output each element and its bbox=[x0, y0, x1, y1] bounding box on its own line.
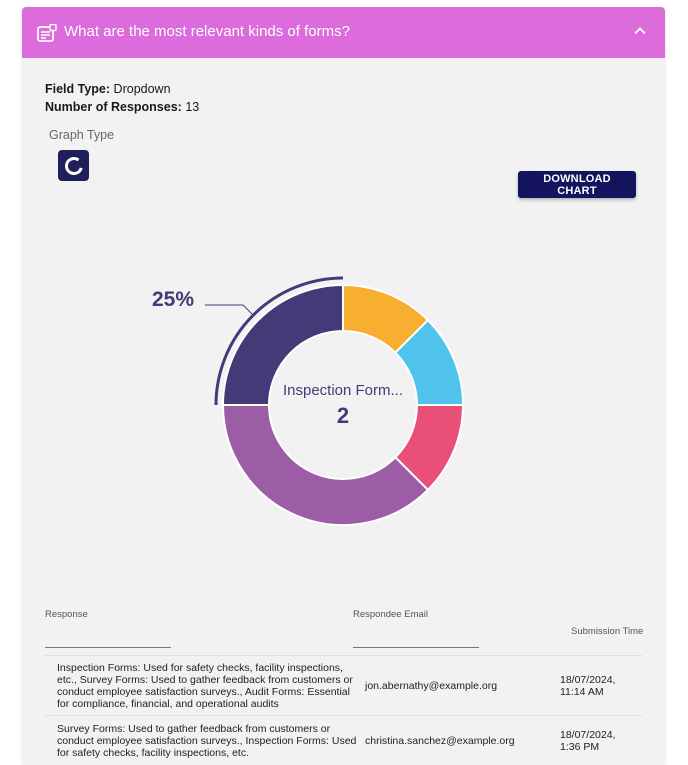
response-count: Number of Responses: 13 bbox=[45, 100, 199, 114]
email-filter-underline[interactable] bbox=[353, 647, 479, 648]
response-line: etc., Survey Forms: Used to gather feedb… bbox=[57, 674, 353, 686]
email-cell: christina.sanchez@example.org bbox=[365, 735, 515, 747]
chevron-up-icon[interactable] bbox=[633, 24, 647, 38]
row-divider bbox=[44, 715, 642, 716]
response-line: conduct employee satisfaction surveys., … bbox=[57, 735, 357, 747]
response-line: Inspection Forms: Used for safety checks… bbox=[57, 662, 343, 674]
question-card: What are the most relevant kinds of form… bbox=[22, 7, 665, 765]
field-type-label: Field Type: bbox=[45, 82, 111, 96]
column-header-response[interactable]: Response bbox=[45, 609, 88, 620]
submission-date: 18/07/2024, bbox=[560, 674, 616, 686]
field-type: Field Type: Dropdown bbox=[45, 82, 171, 96]
row-divider bbox=[44, 655, 642, 656]
donut-slice[interactable] bbox=[221, 404, 430, 526]
graph-type-label: Graph Type bbox=[49, 128, 115, 142]
donut-chart-icon bbox=[64, 156, 83, 175]
response-line: conduct employee satisfaction surveys., … bbox=[57, 686, 350, 698]
response-line: for safety checks, facility inspections,… bbox=[57, 747, 249, 759]
submission-date: 18/07/2024, bbox=[560, 729, 616, 741]
time-cell: 18/07/2024, 1:36 PM bbox=[560, 729, 615, 753]
donut-chart: 25% Inspection Form... 2 bbox=[152, 276, 465, 526]
submission-time: 11:14 AM bbox=[560, 686, 604, 698]
center-label: Inspection Form... bbox=[283, 382, 403, 399]
graph-type-donut-button[interactable] bbox=[58, 150, 89, 181]
response-line: Survey Forms: Used to gather feedback fr… bbox=[57, 723, 331, 735]
submission-time: 1:36 PM bbox=[560, 741, 600, 753]
leader-line bbox=[205, 304, 254, 316]
form-question-icon bbox=[37, 24, 57, 42]
response-filter-underline[interactable] bbox=[45, 647, 171, 648]
highlight-percent-label: 25% bbox=[152, 288, 194, 311]
email-cell: jon.abernathy@example.org bbox=[365, 680, 498, 692]
download-chart-button[interactable]: DOWNLOAD CHART bbox=[518, 171, 636, 198]
response-line: for compliance, financial, and operation… bbox=[57, 698, 279, 710]
column-header-email[interactable]: Respondee Email bbox=[353, 609, 428, 620]
question-title: What are the most relevant kinds of form… bbox=[64, 23, 350, 40]
field-type-value: Dropdown bbox=[113, 82, 171, 96]
column-header-submission-time[interactable]: Submission Time bbox=[571, 626, 644, 637]
response-count-label: Number of Responses: bbox=[45, 100, 182, 114]
highlight-arc bbox=[214, 276, 344, 406]
question-header[interactable]: What are the most relevant kinds of form… bbox=[22, 7, 665, 58]
response-count-value: 13 bbox=[185, 100, 200, 114]
time-cell: 18/07/2024, 11:14 AM bbox=[560, 674, 615, 698]
response-cell: Survey Forms: Used to gather feedback fr… bbox=[57, 723, 356, 759]
response-cell: Inspection Forms: Used for safety checks… bbox=[57, 662, 353, 710]
center-value: 2 bbox=[337, 403, 349, 428]
